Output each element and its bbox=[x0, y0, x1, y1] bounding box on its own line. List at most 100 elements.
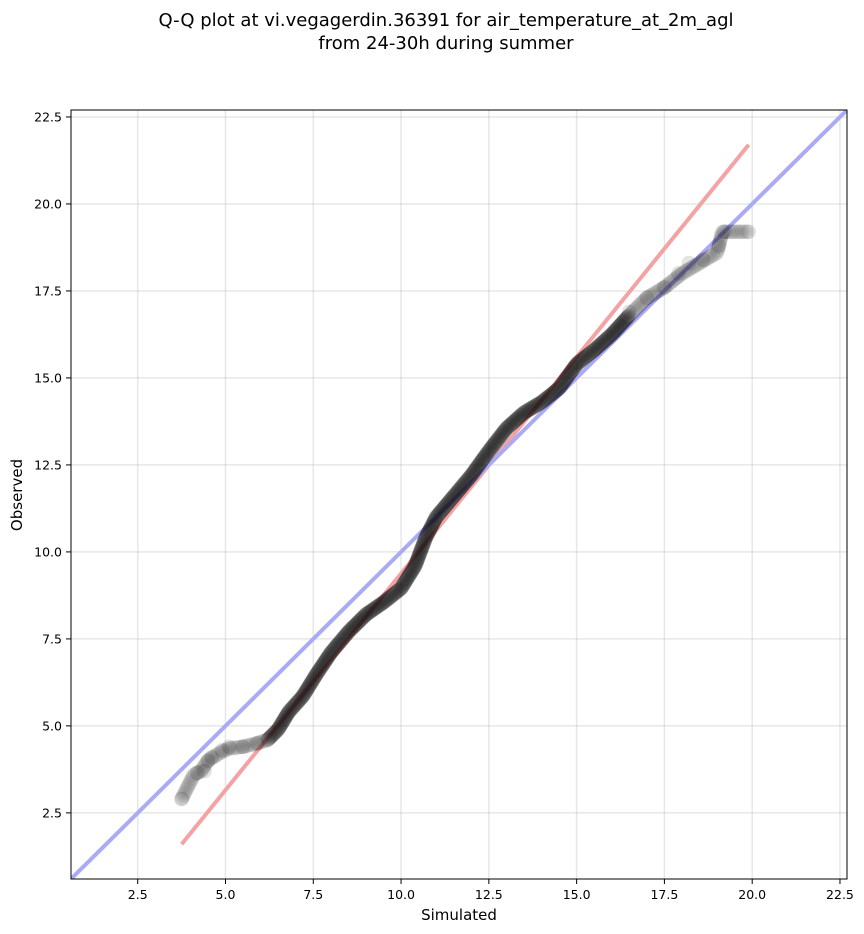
quantile-point bbox=[536, 392, 552, 408]
quantile-point bbox=[336, 629, 352, 645]
quantile-point bbox=[178, 782, 194, 798]
quantile-point bbox=[389, 583, 405, 599]
quantile-point bbox=[422, 522, 438, 538]
quantile-point bbox=[333, 633, 349, 649]
quantile-point bbox=[604, 326, 620, 342]
quantile-point bbox=[201, 752, 217, 768]
quantile-point bbox=[369, 599, 385, 615]
quantile-point bbox=[327, 640, 343, 656]
quantile-point bbox=[644, 287, 660, 303]
quantile-point bbox=[384, 587, 400, 603]
quantile-point bbox=[184, 771, 200, 787]
quantile-point bbox=[546, 384, 562, 400]
quantile-point bbox=[339, 625, 355, 641]
quantile-point bbox=[271, 720, 287, 736]
quantile-point bbox=[628, 301, 644, 317]
quantile-point bbox=[738, 224, 754, 240]
quantile-point bbox=[297, 684, 313, 700]
quantile-point bbox=[525, 399, 541, 415]
quantile-point bbox=[415, 536, 431, 552]
quantile-point bbox=[406, 559, 422, 575]
quantile-point bbox=[652, 282, 668, 298]
quantile-point bbox=[386, 586, 402, 602]
quantile-point bbox=[563, 364, 579, 380]
quantile-point bbox=[615, 314, 631, 330]
quantile-point bbox=[307, 668, 323, 684]
quantile-point bbox=[731, 224, 747, 240]
quantile-point bbox=[196, 763, 212, 779]
quantile-point bbox=[193, 763, 209, 779]
quantile-point bbox=[205, 749, 221, 765]
quantile-point bbox=[426, 513, 442, 529]
quantile-point bbox=[427, 512, 443, 528]
quantile-point bbox=[553, 378, 569, 394]
quantile-point bbox=[683, 260, 699, 276]
quantile-point bbox=[473, 455, 489, 471]
quantile-point bbox=[682, 261, 698, 277]
quantile-point bbox=[416, 534, 432, 550]
quantile-point bbox=[488, 434, 504, 450]
quantile-point bbox=[430, 507, 446, 523]
quantile-point bbox=[585, 343, 601, 359]
quantile-point bbox=[200, 753, 216, 769]
x-tick-label: 5.0 bbox=[216, 887, 236, 902]
quantile-point bbox=[587, 341, 603, 357]
x-tick-label: 12.5 bbox=[475, 887, 503, 902]
quantile-point bbox=[184, 769, 200, 785]
quantile-point bbox=[708, 245, 724, 261]
quantile-point bbox=[510, 410, 526, 426]
quantile-point bbox=[455, 477, 471, 493]
quantile-point bbox=[277, 711, 293, 727]
quantile-point bbox=[182, 775, 198, 791]
quantile-point bbox=[319, 650, 335, 666]
quantile-point bbox=[650, 283, 666, 299]
quantile-point bbox=[539, 390, 555, 406]
quantile-point bbox=[736, 224, 752, 240]
quantile-point bbox=[365, 601, 381, 617]
quantile-point bbox=[249, 735, 265, 751]
quantile-point bbox=[405, 562, 421, 578]
quantile-point bbox=[589, 340, 605, 356]
quantile-point bbox=[419, 527, 435, 543]
quantile-point bbox=[185, 768, 201, 784]
quantile-point bbox=[722, 224, 738, 240]
quantile-points bbox=[174, 224, 757, 807]
quantile-point bbox=[608, 322, 624, 338]
quantile-point bbox=[378, 592, 394, 608]
quantile-point bbox=[479, 446, 495, 462]
quantile-point bbox=[590, 339, 606, 355]
y-tick-label: 20.0 bbox=[34, 196, 62, 211]
quantile-point bbox=[739, 224, 755, 240]
quantile-point bbox=[711, 236, 727, 252]
chart-title-line-1: Q-Q plot at vi.vegagerdin.36391 for air_… bbox=[159, 10, 734, 31]
quantile-point bbox=[586, 342, 602, 358]
quantile-point bbox=[658, 278, 674, 294]
quantile-point bbox=[560, 368, 576, 384]
y-tick-label: 12.5 bbox=[34, 457, 62, 472]
quantile-point bbox=[286, 698, 302, 714]
quantile-point bbox=[599, 331, 615, 347]
quantile-point bbox=[558, 371, 574, 387]
quantile-point bbox=[192, 764, 208, 780]
quantile-point bbox=[631, 298, 647, 314]
quantile-point bbox=[413, 542, 429, 558]
quantile-point bbox=[306, 670, 322, 686]
quantile-point bbox=[372, 597, 388, 613]
quantile-point bbox=[474, 452, 490, 468]
quantile-point bbox=[417, 531, 433, 547]
quantile-point bbox=[396, 575, 412, 591]
quantile-point bbox=[398, 572, 414, 588]
quantile-point bbox=[671, 268, 687, 284]
quantile-point bbox=[357, 608, 373, 624]
quantile-point bbox=[678, 263, 694, 279]
quantile-point bbox=[397, 574, 413, 590]
quantile-point bbox=[712, 233, 728, 249]
quantile-point bbox=[213, 744, 229, 760]
quantile-point bbox=[626, 303, 642, 319]
reference-lines bbox=[71, 110, 847, 879]
quantile-point bbox=[537, 391, 553, 407]
quantile-point bbox=[503, 416, 519, 432]
quantile-point bbox=[315, 657, 331, 673]
quantile-point bbox=[413, 543, 429, 559]
quantile-point bbox=[405, 560, 421, 576]
